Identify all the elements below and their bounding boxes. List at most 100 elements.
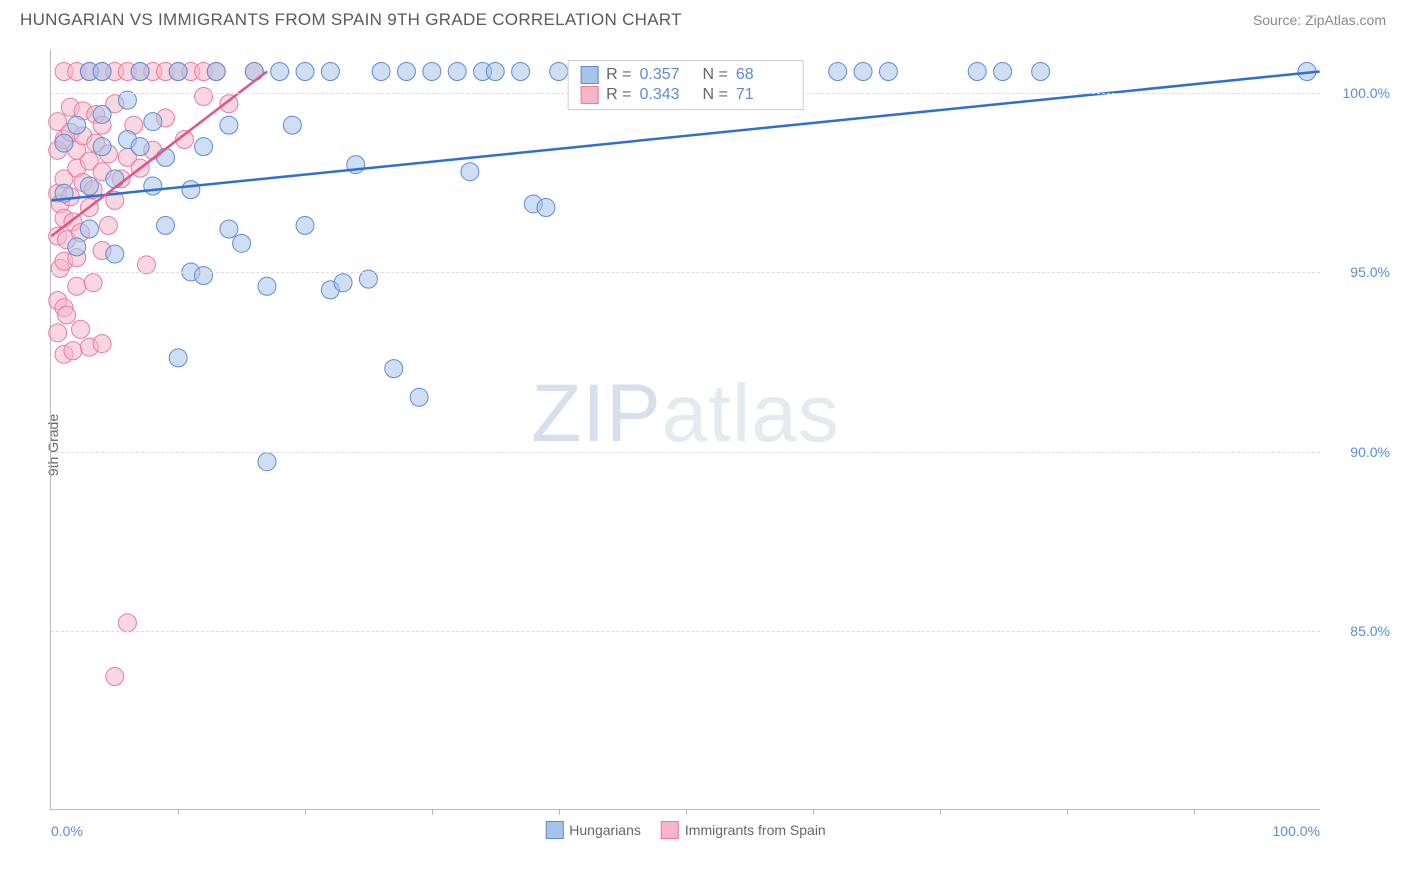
data-point [372,62,390,80]
x-minor-tick [1194,809,1195,815]
data-point [258,453,276,471]
data-point [410,388,428,406]
r-label: R = [606,66,631,84]
r-value-2: 0.343 [640,86,695,104]
data-point [49,324,67,342]
data-point [423,62,441,80]
data-point [131,62,149,80]
data-point [220,95,238,113]
legend-swatch-pink [580,86,598,104]
data-point [486,62,504,80]
n-value-2: 71 [736,86,791,104]
data-point [93,105,111,123]
data-point [84,274,102,292]
data-point [879,62,897,80]
data-point [80,220,98,238]
data-point [169,349,187,367]
data-point [68,116,86,134]
data-point [854,62,872,80]
x-minor-tick [1067,809,1068,815]
x-minor-tick [686,809,687,815]
n-label: N = [703,66,728,84]
data-point [118,614,136,632]
x-minor-tick [432,809,433,815]
legend-row-1: R = 0.357 N = 68 [580,65,791,85]
data-point [537,199,555,217]
gridline [51,272,1320,273]
data-point [58,306,76,324]
legend-item-2: Immigrants from Spain [661,821,826,839]
data-point [144,177,162,195]
series-legend: Hungarians Immigrants from Spain [545,821,825,839]
data-point [106,245,124,263]
data-point [512,62,530,80]
x-tick-right: 100.0% [1273,823,1320,839]
data-point [156,148,174,166]
data-point [283,116,301,134]
data-point [220,220,238,238]
data-point [55,134,73,152]
data-point [461,163,479,181]
data-point [195,88,213,106]
r-label: R = [606,86,631,104]
y-tick: 90.0% [1350,444,1390,460]
data-point [968,62,986,80]
data-point [321,62,339,80]
source-label: Source: ZipAtlas.com [1253,12,1386,28]
legend-swatch-blue [545,821,563,839]
chart-title: HUNGARIAN VS IMMIGRANTS FROM SPAIN 9TH G… [20,10,682,30]
data-point [137,256,155,274]
data-point [93,62,111,80]
data-point [220,116,238,134]
data-point [182,181,200,199]
r-value-1: 0.357 [640,66,695,84]
legend-label-1: Hungarians [569,822,641,838]
x-minor-tick [305,809,306,815]
gridline [51,631,1320,632]
data-point [68,238,86,256]
correlation-legend: R = 0.357 N = 68 R = 0.343 N = 71 [567,60,804,110]
data-point [195,138,213,156]
data-point [448,62,466,80]
legend-swatch-blue [580,66,598,84]
chart-container: 9th Grade ZIPatlas R = 0.357 N = 68 R = … [50,50,1396,840]
data-point [93,335,111,353]
data-point [829,62,847,80]
data-point [144,113,162,131]
data-point [131,138,149,156]
x-minor-tick [559,809,560,815]
x-minor-tick [178,809,179,815]
y-tick: 95.0% [1350,264,1390,280]
data-point [994,62,1012,80]
data-point [207,62,225,80]
legend-label-2: Immigrants from Spain [685,822,826,838]
data-point [68,277,86,295]
data-point [296,62,314,80]
legend-row-2: R = 0.343 N = 71 [580,85,791,105]
data-point [93,138,111,156]
gridline [51,452,1320,453]
data-point [385,360,403,378]
data-point [169,62,187,80]
data-point [80,177,98,195]
x-tick-left: 0.0% [51,823,83,839]
data-point [271,62,289,80]
data-point [550,62,568,80]
data-point [64,342,82,360]
header: HUNGARIAN VS IMMIGRANTS FROM SPAIN 9TH G… [0,0,1406,30]
data-point [156,216,174,234]
x-minor-tick [813,809,814,815]
data-point [72,320,90,338]
data-point [233,234,251,252]
data-point [258,277,276,295]
n-label: N = [703,86,728,104]
data-point [106,668,124,686]
data-point [106,170,124,188]
data-point [1032,62,1050,80]
n-value-1: 68 [736,66,791,84]
data-point [296,216,314,234]
data-point [99,216,117,234]
x-minor-tick [940,809,941,815]
plot-area: ZIPatlas R = 0.357 N = 68 R = 0.343 N = … [50,50,1320,810]
y-tick: 85.0% [1350,623,1390,639]
